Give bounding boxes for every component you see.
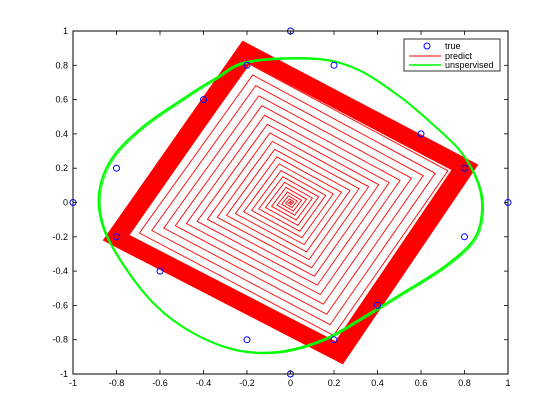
y-tick-label: -1 [60,369,68,379]
unsupervised-curve-trace [99,58,485,355]
true-point [417,130,425,138]
true-point [330,61,338,69]
predict-series [102,40,479,365]
true-point [113,233,120,241]
x-tick-label: 0.6 [415,378,428,388]
x-tick-label: -1 [69,378,77,388]
y-tick-label: -0.6 [52,300,68,310]
x-tick-label: -0.4 [196,378,212,388]
legend-label-predict: predict [445,51,473,61]
legend-marker-true [423,42,431,50]
true-point [461,164,468,172]
unsupervised-series [97,56,485,355]
x-tick-label: 0 [288,378,293,388]
x-tick-label: -0.8 [109,378,125,388]
true-point [243,336,251,344]
predict-spiral [112,40,475,359]
y-tick-label: -0.2 [52,232,68,242]
true-point [156,267,164,275]
y-tick-label: 0.4 [55,129,68,139]
y-tick-label: 0.8 [55,60,68,70]
true-point [113,164,120,172]
x-tick-label: 0.8 [458,378,471,388]
y-tick-label: -0.8 [52,335,68,345]
x-tick-label: 0.2 [328,378,341,388]
legend: true predict unspervised [403,38,501,72]
predict-dense-band [103,41,478,364]
legend-label-unsupervised: unspervised [445,60,494,70]
true-point [243,61,251,69]
y-tick-label: -0.4 [52,266,68,276]
y-tick-label: 0.6 [55,95,68,105]
true-point [330,336,338,344]
y-tick-label: 0 [63,198,68,208]
true-point [374,301,381,309]
true-point [461,233,468,241]
x-tick-label: 0.4 [371,378,384,388]
x-tick-label: -0.6 [152,378,168,388]
axis-ticks: -1 -0.8 -0.6 -0.4 -0.2 0 0.2 0.4 0.6 0.8 1 1 0.8 0.6 0… [52,26,510,388]
y-tick-label: 1 [63,26,68,36]
true-point [200,96,207,104]
x-tick-label: -0.2 [239,378,255,388]
legend-label-true: true [445,41,461,51]
x-tick-label: 1 [505,378,510,388]
y-tick-label: 0.2 [55,163,68,173]
